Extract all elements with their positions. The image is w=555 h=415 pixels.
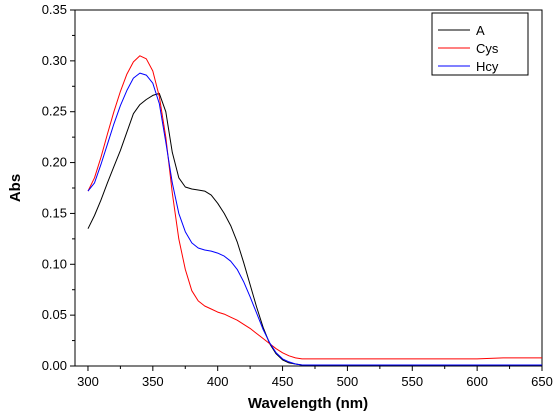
y-tick-label: 0.20 <box>42 155 67 170</box>
y-tick-label: 0.05 <box>42 307 67 322</box>
legend-box <box>431 12 529 76</box>
y-axis-title: Abs <box>7 174 24 202</box>
y-tick-label: 0.35 <box>42 2 67 17</box>
series-line-a <box>87 92 542 366</box>
x-tick-label: 300 <box>77 374 99 389</box>
x-axis-title: Wavelength (nm) <box>248 395 368 412</box>
y-tick-label: 0.30 <box>42 53 67 68</box>
series-line-cys <box>87 55 542 360</box>
x-tick-label: 350 <box>142 374 164 389</box>
y-axis: 0.00 0.05 0.10 0.15 0.20 0.25 0.30 0.35 <box>42 2 75 373</box>
x-axis: 300 350 400 450 500 550 600 650 <box>77 366 553 389</box>
legend: A Cys Hcy <box>431 12 529 76</box>
legend-label-hcy: Hcy <box>476 59 499 74</box>
x-tick-label: 650 <box>531 374 553 389</box>
y-tick-label: 0.00 <box>42 358 67 373</box>
y-tick-label: 0.10 <box>42 256 67 271</box>
y-tick-label: 0.15 <box>42 205 67 220</box>
legend-label-a: A <box>476 23 485 38</box>
x-tick-label: 600 <box>466 374 488 389</box>
series-group <box>87 55 542 366</box>
x-tick-label: 400 <box>207 374 229 389</box>
y-tick-label: 0.25 <box>42 104 67 119</box>
x-tick-label: 450 <box>272 374 294 389</box>
legend-label-cys: Cys <box>476 41 499 56</box>
series-line-hcy <box>87 72 542 366</box>
x-tick-label: 550 <box>401 374 423 389</box>
x-tick-label: 500 <box>337 374 359 389</box>
